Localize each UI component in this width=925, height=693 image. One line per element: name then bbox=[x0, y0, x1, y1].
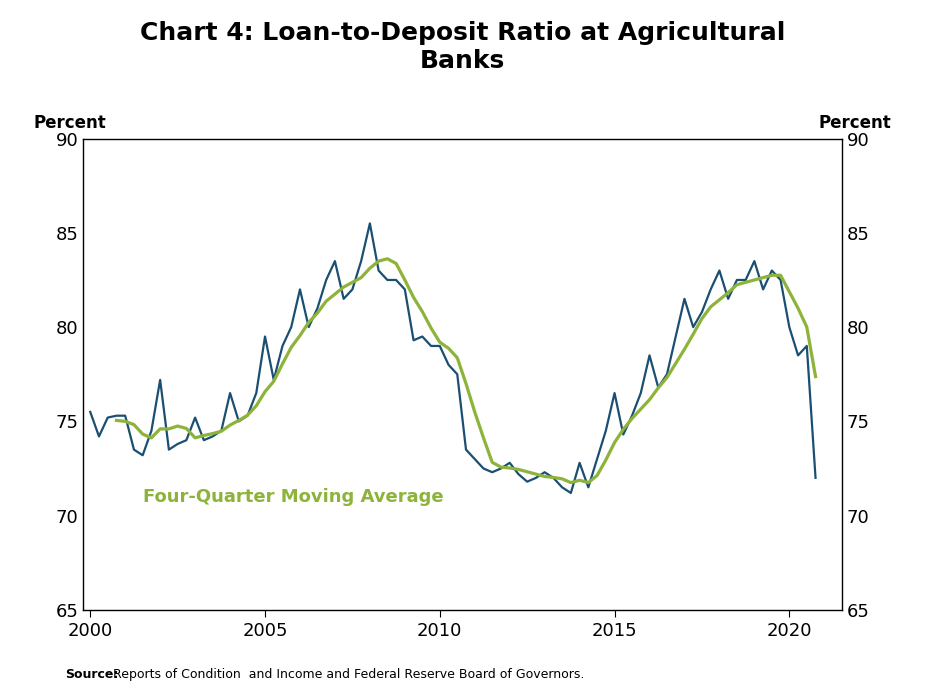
Text: Four-Quarter Moving Average: Four-Quarter Moving Average bbox=[142, 489, 443, 507]
Text: Source:: Source: bbox=[65, 668, 118, 681]
Text: Percent: Percent bbox=[819, 114, 891, 132]
Text: Percent: Percent bbox=[34, 114, 106, 132]
Text: Reports of Condition  and Income and Federal Reserve Board of Governors.: Reports of Condition and Income and Fede… bbox=[109, 668, 585, 681]
Text: Chart 4: Loan-to-Deposit Ratio at Agricultural
Banks: Chart 4: Loan-to-Deposit Ratio at Agricu… bbox=[140, 21, 785, 73]
